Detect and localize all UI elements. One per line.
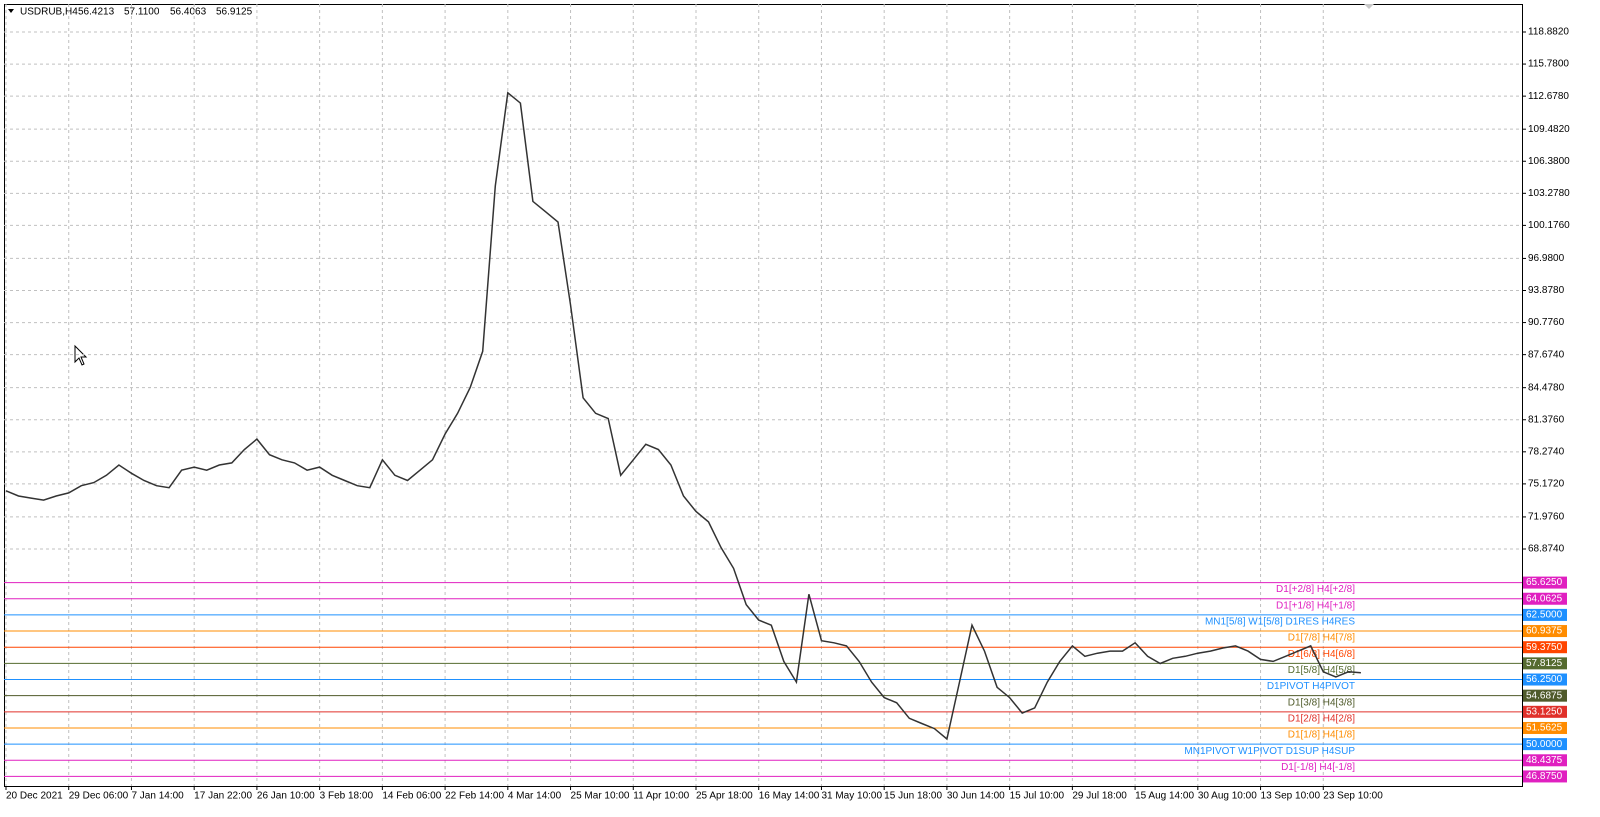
level-text: MN1PIVOT W1PIVOT D1SUP H4SUP	[1184, 746, 1355, 757]
level-price-box	[1523, 657, 1567, 670]
quote-value: 56.4063	[170, 7, 207, 18]
y-tick-label: 75.1720	[1528, 479, 1565, 490]
level-price-box	[1523, 705, 1567, 718]
y-tick-label: 118.8820	[1528, 27, 1569, 38]
level-price-box	[1523, 641, 1567, 654]
y-tick-label: 84.4780	[1528, 382, 1565, 393]
level-price-label: 53.1250	[1526, 706, 1563, 717]
y-tick-label: 78.2740	[1528, 446, 1565, 457]
level-price-box	[1523, 673, 1567, 686]
level-price-label: 48.4375	[1526, 755, 1563, 766]
level-text: D1[2/8] H4[2/8]	[1288, 713, 1355, 724]
menu-arrow[interactable]	[8, 9, 14, 13]
quote-value: 56.9125	[216, 7, 253, 18]
quote-value: 57.1100	[124, 7, 160, 18]
x-tick-label: 30 Aug 10:00	[1198, 791, 1257, 802]
x-tick-label: 3 Feb 18:00	[320, 791, 374, 802]
y-tick-label: 115.7800	[1528, 59, 1569, 70]
x-tick-label: 16 May 14:00	[759, 791, 820, 802]
level-price-label: 65.6250	[1526, 577, 1563, 588]
level-price-box	[1523, 738, 1567, 751]
level-price-label: 51.5625	[1526, 723, 1563, 734]
x-tick-label: 22 Feb 14:00	[445, 791, 504, 802]
y-tick-label: 109.4820	[1528, 124, 1570, 135]
level-text: D1[3/8] H4[3/8]	[1288, 697, 1355, 708]
y-tick-label: 100.1760	[1528, 220, 1570, 231]
x-tick-label: 30 Jun 14:00	[947, 791, 1005, 802]
x-tick-label: 26 Jan 10:00	[257, 791, 315, 802]
x-tick-label: 15 Aug 14:00	[1135, 791, 1194, 802]
x-tick-label: 11 Apr 10:00	[633, 791, 689, 802]
level-price-box	[1523, 770, 1567, 783]
level-text: D1[+2/8] H4[+2/8]	[1276, 584, 1355, 595]
mouse-cursor	[74, 344, 88, 366]
level-text: D1[5/8] H4[5/8]	[1288, 665, 1355, 676]
shift-marker	[1364, 4, 1374, 9]
x-tick-label: 20 Dec 2021	[6, 791, 63, 802]
level-price-label: 57.8125	[1526, 658, 1563, 669]
level-text: D1[6/8] H4[6/8]	[1288, 649, 1355, 660]
x-tick-label: 25 Apr 18:00	[696, 791, 753, 802]
x-tick-label: 14 Feb 06:00	[382, 791, 441, 802]
level-text: D1[7/8] H4[7/8]	[1288, 633, 1355, 644]
y-tick-label: 81.3760	[1528, 414, 1565, 425]
x-tick-label: 13 Sep 10:00	[1261, 791, 1321, 802]
x-tick-label: 15 Jun 18:00	[884, 791, 942, 802]
y-tick-label: 106.3800	[1528, 156, 1570, 167]
y-tick-label: 112.6780	[1528, 91, 1569, 102]
x-tick-label: 4 Mar 14:00	[508, 791, 562, 802]
level-price-label: 54.6875	[1526, 690, 1563, 701]
plot-frame	[4, 4, 1523, 787]
x-tick-label: 29 Jul 18:00	[1072, 791, 1127, 802]
x-tick-label: 25 Mar 10:00	[571, 791, 630, 802]
price-line	[5, 91, 1361, 741]
y-tick-label: 90.7760	[1528, 317, 1565, 328]
x-tick-label: 7 Jan 14:00	[131, 791, 184, 802]
level-text: D1[-1/8] H4[-1/8]	[1281, 762, 1355, 773]
quote-value: 56.4213	[78, 7, 115, 18]
level-text: D1PIVOT H4PIVOT	[1267, 681, 1355, 692]
level-text: D1[1/8] H4[1/8]	[1288, 730, 1355, 741]
x-tick-label: 15 Jul 10:00	[1010, 791, 1065, 802]
x-tick-label: 23 Sep 10:00	[1323, 791, 1383, 802]
x-tick-label: 29 Dec 06:00	[69, 791, 129, 802]
level-price-label: 50.0000	[1526, 739, 1563, 750]
level-price-box	[1523, 625, 1567, 638]
level-price-label: 62.5000	[1526, 610, 1563, 621]
y-tick-label: 87.6740	[1528, 349, 1565, 360]
y-tick-label: 93.8780	[1528, 285, 1565, 296]
symbol: USDRUB,H4	[20, 7, 78, 18]
y-tick-label: 103.2780	[1528, 188, 1570, 199]
x-tick-label: 31 May 10:00	[821, 791, 882, 802]
level-text: MN1[5/8] W1[5/8] D1RES H4RES	[1205, 617, 1355, 628]
level-text: D1[+1/8] H4[+1/8]	[1276, 600, 1355, 611]
y-tick-label: 68.8740	[1528, 544, 1565, 555]
level-price-box	[1523, 689, 1567, 702]
y-tick-label: 71.9760	[1528, 512, 1565, 523]
level-price-label: 46.8750	[1526, 771, 1563, 782]
level-price-box	[1523, 721, 1567, 734]
level-price-box	[1523, 608, 1567, 621]
level-price-box	[1523, 754, 1567, 767]
y-tick-label: 96.9800	[1528, 253, 1565, 264]
level-price-label: 60.9375	[1526, 626, 1563, 637]
level-price-label: 56.2500	[1526, 674, 1563, 685]
level-price-box	[1523, 592, 1567, 605]
level-price-box	[1523, 576, 1567, 589]
level-price-label: 64.0625	[1526, 593, 1563, 604]
level-price-label: 59.3750	[1526, 642, 1563, 653]
x-tick-label: 17 Jan 22:00	[194, 791, 252, 802]
